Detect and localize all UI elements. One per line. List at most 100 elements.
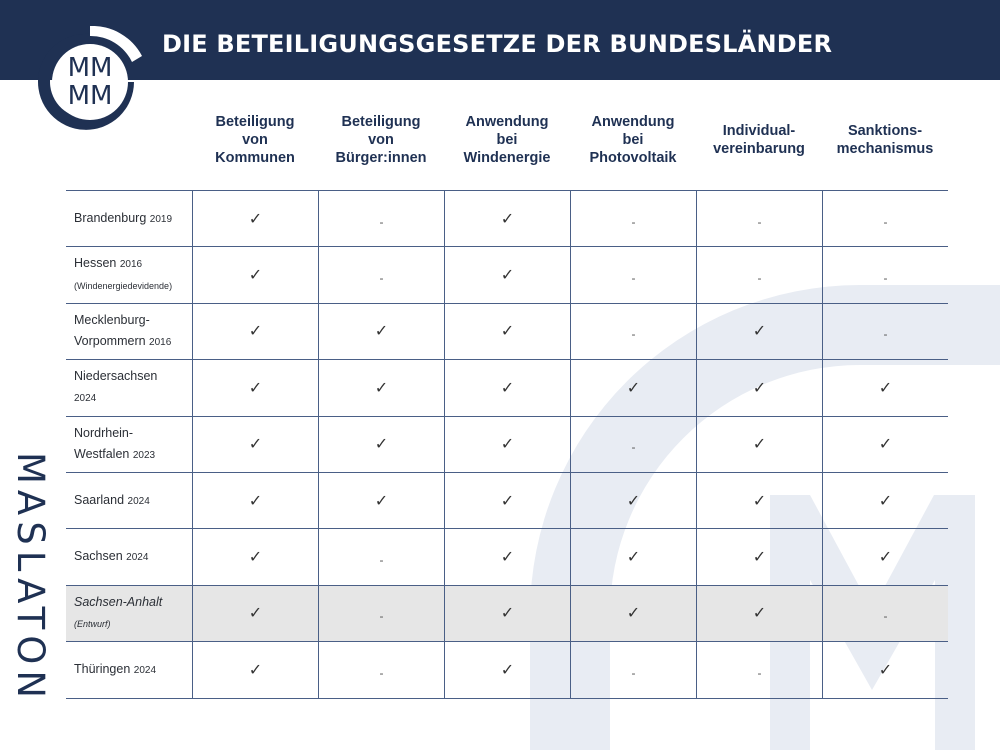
checkmark-icon: ✓ — [444, 247, 570, 303]
column-header-individualvereinbarung: Individual- vereinbarung — [713, 123, 805, 157]
dash-cell: - — [318, 529, 444, 585]
checkmark-icon: ✓ — [696, 416, 822, 472]
state-name-cell: Sachsen 2024 — [66, 529, 192, 584]
state-name-cell: Hessen 2016 (Windenergiedevidende) — [66, 247, 192, 302]
state-name: Brandenburg — [74, 210, 147, 225]
dash-cell: - — [696, 191, 822, 247]
dash-cell: - — [570, 416, 696, 472]
checkmark-icon: ✓ — [192, 191, 318, 247]
dash-cell: - — [570, 247, 696, 303]
dash-cell: - — [822, 303, 948, 360]
state-note: (Entwurf) — [74, 618, 111, 629]
checkmark-icon: ✓ — [192, 472, 318, 529]
header-bar: DIE BETEILIGUNGSGESETZE DER BUNDESLÄNDER — [0, 0, 1000, 80]
logo-text-bottom: MM — [68, 81, 113, 111]
state-name: Sachsen-Anhalt — [74, 594, 163, 609]
dash-cell: - — [822, 191, 948, 247]
checkmark-icon: ✓ — [570, 529, 696, 585]
checkmark-icon: ✓ — [822, 360, 948, 416]
logo-text-top: MM — [68, 53, 113, 83]
mm-logo: MM MM — [38, 26, 142, 130]
column-header-sanktionsmechanismus: Sanktions- mechanismus — [836, 123, 934, 157]
dash-cell: - — [570, 303, 696, 360]
checkmark-icon: ✓ — [192, 360, 318, 416]
checkmark-icon: ✓ — [444, 529, 570, 585]
table-row: Saarland 2024 ✓ ✓ ✓ ✓ ✓ ✓ — [66, 472, 948, 530]
dash-cell: - — [822, 585, 948, 642]
checkmark-icon: ✓ — [444, 360, 570, 416]
checkmark-icon: ✓ — [822, 416, 948, 472]
checkmark-icon: ✓ — [444, 642, 570, 698]
dash-cell: - — [696, 642, 822, 698]
state-name: Thüringen — [74, 661, 131, 676]
dash-cell: - — [570, 191, 696, 247]
table-row: Sachsen-Anhalt (Entwurf) ✓ - ✓ ✓ ✓ - — [66, 585, 948, 643]
state-name: Hessen — [74, 256, 117, 271]
column-header-buerger: Beteiligung von Bürger:innen — [335, 114, 427, 166]
checkmark-icon: ✓ — [318, 472, 444, 529]
checkmark-icon: ✓ — [696, 472, 822, 529]
brand-vertical-text: MASLATON — [9, 452, 52, 705]
column-header-photovoltaik: Anwendung bei Photovoltaik — [589, 114, 677, 166]
dash-cell: - — [318, 642, 444, 698]
checkmark-icon: ✓ — [192, 416, 318, 472]
state-note: (Windenergiedevidende) — [74, 281, 173, 292]
page-title: DIE BETEILIGUNGSGESETZE DER BUNDESLÄNDER — [162, 30, 833, 58]
side-brand: MASLATON — [8, 452, 52, 732]
state-name-cell: Niedersachsen 2024 — [66, 360, 192, 415]
state-name: Mecklenburg- — [74, 312, 150, 327]
state-year: 2023 — [132, 449, 156, 461]
state-name-cell: Mecklenburg- Vorpommern 2016 — [66, 304, 192, 359]
dash-cell: - — [696, 247, 822, 303]
checkmark-icon: ✓ — [444, 303, 570, 360]
checkmark-icon: ✓ — [444, 416, 570, 472]
checkmark-icon: ✓ — [192, 247, 318, 303]
state-year: 2016 — [149, 336, 172, 348]
checkmark-icon: ✓ — [318, 360, 444, 416]
checkmark-icon: ✓ — [444, 585, 570, 642]
checkmark-icon: ✓ — [318, 416, 444, 472]
state-name: Nordrhein- — [74, 425, 134, 440]
state-year: 2024 — [133, 664, 157, 676]
column-header-kommunen: Beteiligung von Kommunen — [215, 114, 295, 166]
table-row: Nordrhein- Westfalen 2023 ✓ ✓ ✓ - ✓ ✓ — [66, 416, 948, 473]
checkmark-icon: ✓ — [192, 529, 318, 585]
dash-cell: - — [318, 247, 444, 303]
table-row: Hessen 2016 (Windenergiedevidende) ✓ - ✓ - - - — [66, 247, 948, 304]
checkmark-icon: ✓ — [570, 585, 696, 642]
table-row: Brandenburg 2019 ✓ - ✓ - - - — [66, 191, 948, 248]
checkmark-icon: ✓ — [696, 529, 822, 585]
state-year: 2024 — [126, 552, 149, 564]
state-name-continued: Vorpommern — [74, 333, 146, 348]
column-header-windenergie: Anwendung bei Windenergie — [463, 114, 551, 166]
table-header: Beteiligung von Kommunen Beteiligung von… — [192, 100, 948, 190]
state-name-cell: Saarland 2024 — [66, 473, 192, 528]
checkmark-icon: ✓ — [570, 472, 696, 529]
state-name-cell: Brandenburg 2019 — [66, 191, 192, 246]
state-year: 2024 — [127, 495, 150, 507]
dash-cell: - — [822, 247, 948, 303]
state-note: 2024 — [74, 393, 97, 405]
state-name: Sachsen — [74, 549, 123, 564]
state-name-cell: Thüringen 2024 — [66, 642, 192, 697]
state-name: Niedersachsen — [74, 369, 158, 384]
checkmark-icon: ✓ — [696, 303, 822, 360]
table-row: Niedersachsen 2024 ✓ ✓ ✓ ✓ ✓ ✓ — [66, 360, 948, 417]
checkmark-icon: ✓ — [570, 360, 696, 416]
checkmark-icon: ✓ — [192, 585, 318, 642]
state-name-cell: Nordrhein- Westfalen 2023 — [66, 417, 192, 472]
dash-cell: - — [318, 585, 444, 642]
state-year: 2016 — [119, 259, 143, 271]
table-row: Thüringen 2024 ✓ - ✓ - - ✓ — [66, 642, 948, 699]
table-body: Brandenburg 2019 ✓ - ✓ - - - Hessen 2016 (Winden… — [66, 190, 948, 699]
checkmark-icon: ✓ — [444, 472, 570, 529]
checkmark-icon: ✓ — [318, 303, 444, 360]
checkmark-icon: ✓ — [192, 303, 318, 360]
dash-cell: - — [570, 642, 696, 698]
state-name-cell: Sachsen-Anhalt (Entwurf) — [66, 586, 192, 641]
checkmark-icon: ✓ — [444, 191, 570, 247]
checkmark-icon: ✓ — [822, 529, 948, 585]
checkmark-icon: ✓ — [696, 585, 822, 642]
checkmark-icon: ✓ — [696, 360, 822, 416]
table-row: Mecklenburg- Vorpommern 2016 ✓ ✓ ✓ - ✓ - — [66, 303, 948, 361]
